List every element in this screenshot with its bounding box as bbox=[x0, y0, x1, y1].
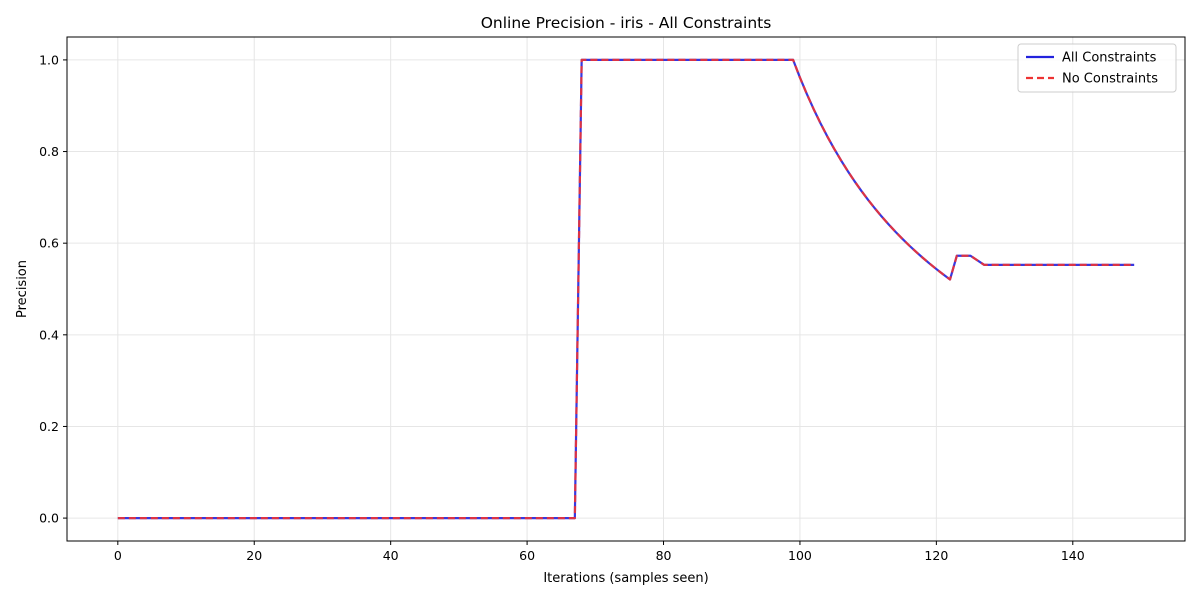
y-tick-label: 0.0 bbox=[39, 511, 59, 526]
y-tick-label: 0.2 bbox=[39, 419, 59, 434]
x-tick-label: 0 bbox=[114, 548, 122, 563]
series-lines bbox=[117, 58, 1135, 520]
axis-ticks: 0 20 40 60 80 100 120 140 0.0 0.2 0.4 0.6 0.8 1.0 bbox=[39, 52, 1085, 563]
y-tick-label: 0.8 bbox=[39, 144, 59, 159]
x-axis-label: Iterations (samples seen) bbox=[543, 571, 708, 586]
plot-frame bbox=[66, 36, 1186, 542]
series-line-no-constraints bbox=[117, 58, 1135, 520]
x-tick-label: 140 bbox=[1061, 548, 1085, 563]
y-axis-label: Precision bbox=[15, 260, 30, 318]
legend: All Constraints No Constraints bbox=[1017, 43, 1177, 93]
x-tick-label: 40 bbox=[383, 548, 399, 563]
x-tick-label: 60 bbox=[519, 548, 535, 563]
y-tick-label: 1.0 bbox=[39, 52, 59, 67]
x-tick-label: 120 bbox=[924, 548, 948, 563]
x-tick-label: 80 bbox=[656, 548, 672, 563]
chart-title: Online Precision - iris - All Constraint… bbox=[481, 14, 772, 32]
x-tick-label: 100 bbox=[788, 548, 812, 563]
legend-label-no-constraints: No Constraints bbox=[1062, 72, 1158, 87]
legend-box bbox=[1017, 43, 1177, 93]
x-tick-label: 20 bbox=[246, 548, 262, 563]
y-tick-label: 0.6 bbox=[39, 236, 59, 251]
y-tick-label: 0.4 bbox=[39, 327, 59, 342]
legend-label-all-constraints: All Constraints bbox=[1062, 51, 1157, 66]
